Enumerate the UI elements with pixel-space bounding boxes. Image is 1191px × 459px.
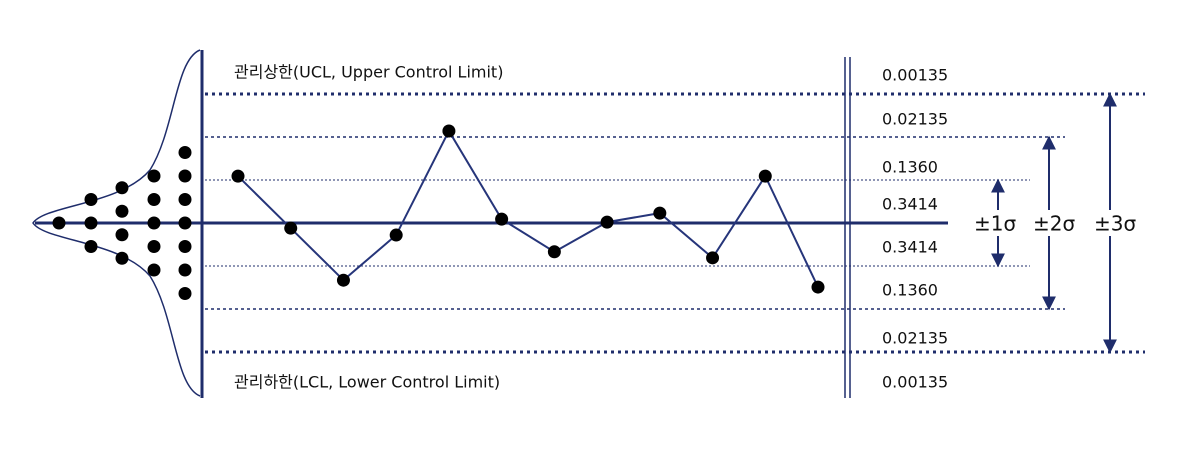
probability-label: 0.1360 (882, 158, 938, 177)
probability-label: 0.1360 (882, 281, 938, 300)
dist-dot (178, 240, 192, 253)
dist-dot (178, 287, 192, 300)
data-point (284, 221, 298, 235)
dist-dot (178, 146, 192, 159)
sigma-label: ±3σ (1094, 212, 1136, 236)
dist-dot (147, 169, 161, 183)
data-point (547, 245, 561, 259)
dist-dot (115, 228, 129, 242)
sigma-label: ±1σ (974, 212, 1016, 236)
data-point (336, 273, 350, 287)
dist-dot (115, 251, 129, 265)
dist-dot (84, 216, 98, 230)
dist-dot (178, 263, 192, 277)
probability-label: 0.02135 (882, 329, 948, 348)
dist-dot (178, 193, 192, 206)
probability-label: 0.00135 (882, 373, 948, 392)
lcl-label: 관리하한(LCL, Lower Control Limit) (234, 373, 500, 392)
data-point (495, 212, 509, 226)
data-point (706, 251, 720, 265)
probability-label: 0.00135 (882, 66, 948, 85)
ucl-label: 관리상한(UCL, Upper Control Limit) (234, 63, 503, 82)
data-point (758, 169, 772, 183)
dist-dot (84, 240, 98, 253)
data-point (442, 124, 456, 138)
dist-dot (115, 181, 129, 195)
dist-dot (147, 263, 161, 277)
dist-dot (147, 193, 161, 206)
data-point (231, 169, 245, 183)
data-point (600, 215, 614, 229)
probability-label: 0.3414 (882, 238, 938, 257)
dist-dot (147, 216, 161, 230)
dist-dot (52, 216, 66, 230)
dist-dot (84, 193, 98, 206)
data-point (389, 228, 403, 242)
probability-label: 0.02135 (882, 110, 948, 129)
sigma-label: ±2σ (1033, 212, 1075, 236)
probability-label: 0.3414 (882, 195, 938, 214)
dist-dot (115, 204, 129, 218)
dist-dot (147, 240, 161, 253)
bell-curve (32, 49, 201, 397)
dist-dot (178, 216, 192, 230)
data-line (237, 128, 819, 288)
data-point (811, 280, 825, 294)
data-point (653, 206, 667, 220)
dist-dot (178, 169, 192, 183)
